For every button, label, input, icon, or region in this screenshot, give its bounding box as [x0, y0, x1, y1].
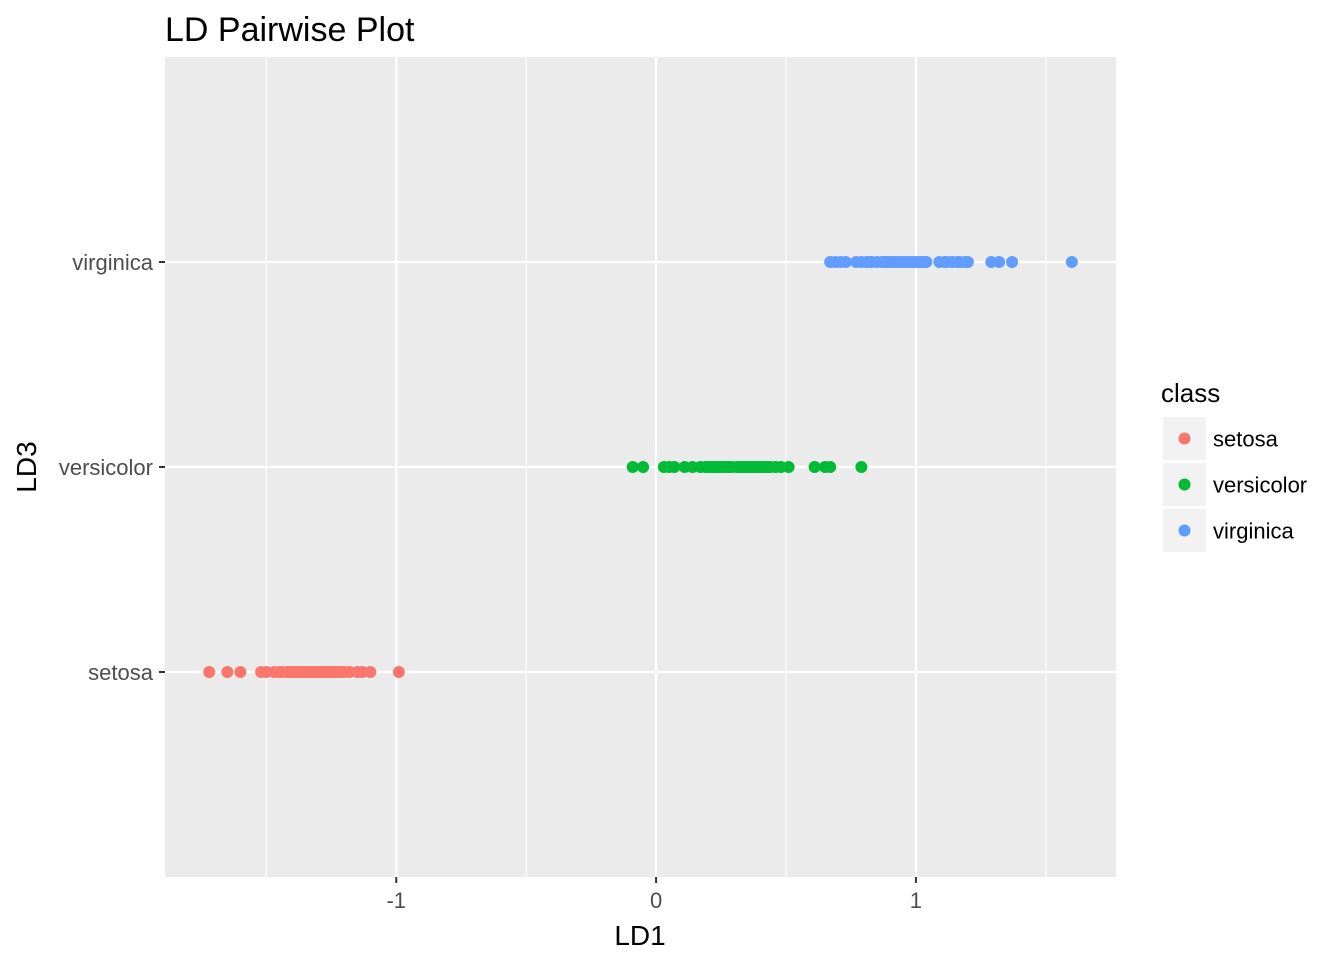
legend-marker-setosa [1178, 432, 1191, 445]
legend-marker-versicolor [1178, 478, 1191, 491]
x-tick-label: 0 [650, 888, 662, 913]
point-versicolor [855, 461, 868, 473]
point-setosa [392, 666, 405, 678]
x-axis: -1 0 1 [386, 877, 922, 913]
x-tick-label: 1 [910, 888, 922, 913]
point-setosa [221, 666, 234, 678]
legend-marker-virginica [1178, 524, 1191, 537]
y-axis: setosa versicolor virginica [59, 250, 165, 685]
data-points [203, 256, 1078, 678]
point-virginica [993, 256, 1006, 268]
legend-label-virginica: virginica [1213, 519, 1294, 544]
point-versicolor [824, 461, 837, 473]
point-virginica [961, 256, 974, 268]
y-tick-label: virginica [72, 250, 153, 275]
point-versicolor [637, 461, 650, 473]
legend-title: class [1161, 378, 1220, 408]
y-tick-label: versicolor [59, 455, 153, 480]
point-setosa [234, 666, 247, 678]
legend: class setosa versicolor virginica [1161, 378, 1307, 552]
point-versicolor [626, 461, 639, 473]
point-versicolor [782, 461, 795, 473]
legend-label-versicolor: versicolor [1213, 473, 1307, 498]
y-axis-title: LD3 [11, 441, 42, 492]
point-versicolor [808, 461, 821, 473]
point-virginica [1006, 256, 1019, 268]
chart-title: LD Pairwise Plot [165, 11, 415, 49]
point-versicolor [668, 461, 681, 473]
y-tick-label: setosa [88, 660, 154, 685]
point-setosa [203, 666, 216, 678]
point-virginica [1065, 256, 1078, 268]
legend-label-setosa: setosa [1213, 427, 1279, 452]
point-setosa [364, 666, 377, 678]
point-virginica [920, 256, 933, 268]
x-tick-label: -1 [386, 888, 406, 913]
point-virginica [839, 256, 852, 268]
x-axis-title: LD1 [614, 920, 665, 951]
